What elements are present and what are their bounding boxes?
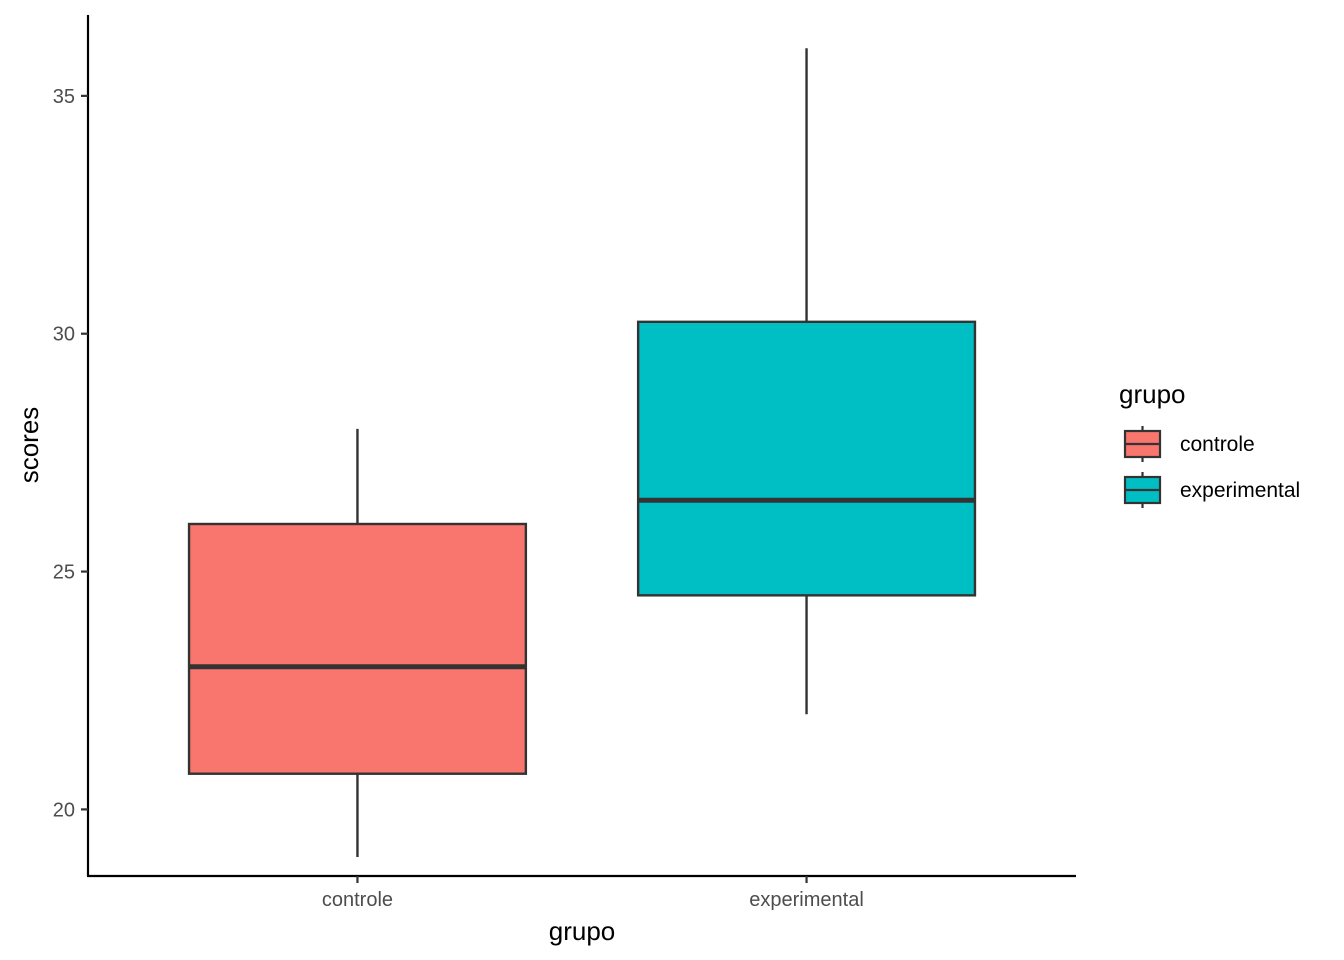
x-axis-title: grupo [549,916,616,946]
box-experimental [636,48,977,715]
axes [86,15,1076,878]
legend-item-experimental: experimental [1123,472,1300,508]
legend-title: grupo [1119,379,1186,409]
y-tick-label: 25 [53,562,75,584]
plot-area [187,48,977,857]
x-axis-ticks: controle experimental [322,876,864,911]
y-tick-label: 20 [53,799,75,821]
legend-label: controle [1180,433,1255,456]
legend-item-controle: controle [1123,426,1255,462]
legend: grupo controle experimental [1119,379,1300,508]
x-tick-label: experimental [749,889,864,911]
x-tick-label: controle [322,889,393,911]
box-controle [187,428,528,857]
iqr-box [636,320,977,597]
y-tick-label: 35 [53,86,75,108]
y-tick-label: 30 [53,324,75,346]
iqr-box [187,522,528,775]
y-axis-title: scores [14,407,44,484]
y-axis-ticks: 20 25 30 35 [53,86,88,821]
legend-label: experimental [1180,479,1300,502]
